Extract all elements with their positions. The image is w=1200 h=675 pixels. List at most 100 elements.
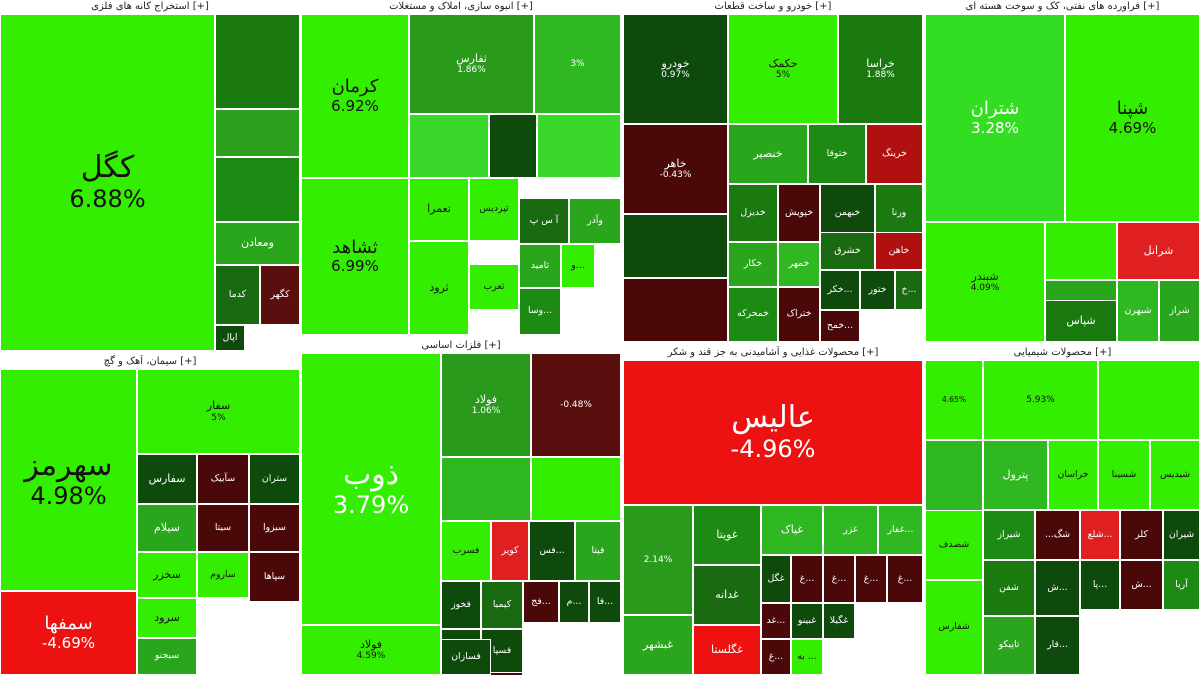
stock-tile[interactable]: شلع... (1080, 510, 1120, 560)
stock-tile[interactable]: شصدف (925, 510, 983, 580)
stock-tile[interactable]: تعمرا (409, 178, 469, 241)
stock-tile[interactable]: اپال (215, 325, 245, 351)
stock-tile[interactable]: فا... (589, 581, 621, 623)
stock-tile[interactable]: شپاس (1045, 300, 1117, 342)
sector-title[interactable]: انبوه سازی، املاک و مستغلات [+] (301, 0, 621, 15)
stock-tile[interactable]: آریا (1163, 560, 1200, 610)
stock-tile[interactable]: پترول (983, 440, 1048, 510)
stock-tile[interactable]: خنصیر (728, 124, 808, 184)
stock-tile[interactable]: پا... (1080, 560, 1120, 610)
stock-tile[interactable]: کلر (1120, 510, 1163, 560)
stock-tile[interactable]: ثپردیس (469, 178, 519, 241)
stock-tile[interactable]: -0.48% (531, 353, 621, 457)
stock-tile[interactable]: کگل 6.88% (0, 14, 215, 351)
stock-tile[interactable]: شبندر 4.09% (925, 222, 1045, 342)
stock-tile[interactable]: کویر (491, 521, 529, 581)
stock-tile[interactable]: خ... (895, 270, 923, 310)
stock-tile[interactable]: شفن (983, 560, 1035, 616)
stock-tile[interactable]: 3% (534, 14, 621, 114)
stock-tile[interactable] (531, 457, 621, 521)
stock-tile[interactable]: ثشاهد 6.99% (301, 178, 409, 335)
stock-tile[interactable]: غبینو (791, 603, 823, 639)
stock-tile[interactable]: سمفها -4.69% (0, 591, 137, 675)
stock-tile[interactable]: ختراک (778, 287, 820, 342)
stock-tile[interactable]: سفارس (137, 454, 197, 504)
stock-tile[interactable]: سبجنو (137, 638, 197, 675)
stock-tile[interactable]: غد... (761, 603, 791, 639)
stock-tile[interactable]: ثفارس 1.86% (409, 14, 534, 114)
stock-tile[interactable]: ش... (1035, 560, 1080, 616)
stock-tile[interactable]: شفارس (925, 580, 983, 675)
stock-tile[interactable]: ثامید (519, 244, 561, 288)
stock-tile[interactable]: خاهر -0.43% (623, 124, 728, 214)
stock-tile[interactable]: ستران (249, 454, 300, 504)
sector-title[interactable]: سیمان، آهک و گچ [+] (0, 355, 300, 370)
stock-tile[interactable]: ش... (1120, 560, 1163, 610)
stock-tile[interactable]: خکر... (820, 270, 860, 310)
stock-tile[interactable]: ذوب 3.79% (301, 353, 441, 625)
stock-tile[interactable] (489, 114, 537, 178)
stock-tile[interactable]: آ س پ (519, 198, 569, 244)
stock-tile[interactable]: خراسا 1.88% (838, 14, 923, 124)
stock-tile[interactable]: سپاها (249, 552, 300, 602)
stock-tile[interactable]: وآذر (569, 198, 621, 244)
stock-tile[interactable] (215, 14, 300, 109)
stock-tile[interactable]: شیراز (983, 510, 1035, 560)
stock-tile[interactable]: ثعرب (469, 264, 519, 310)
stock-tile[interactable]: فولاد 1.06% (441, 353, 531, 457)
stock-tile[interactable]: کیمیا (481, 581, 523, 629)
stock-tile[interactable]: سبزوا (249, 504, 300, 552)
stock-tile[interactable]: خپویش (778, 184, 820, 242)
stock-tile[interactable]: غ... (887, 555, 923, 603)
stock-tile[interactable]: خاهن (875, 232, 923, 270)
stock-tile[interactable]: خدیزل (728, 184, 778, 242)
stock-tile[interactable]: غبشهر (623, 615, 693, 675)
stock-tile[interactable]: خکار (728, 242, 778, 287)
stock-tile[interactable]: تاپیکو (983, 616, 1035, 675)
stock-tile[interactable]: ...شگ (1035, 510, 1080, 560)
stock-tile[interactable]: شراز (1159, 280, 1200, 342)
stock-tile[interactable]: فس... (529, 521, 575, 581)
stock-tile[interactable]: سرود (137, 598, 197, 638)
stock-tile[interactable]: خشرق (820, 232, 875, 270)
stock-tile[interactable]: غفار... (878, 505, 923, 555)
stock-tile[interactable]: حکمک 5% (728, 14, 838, 124)
stock-tile[interactable]: خمهر (778, 242, 820, 287)
stock-tile[interactable]: سیتا (197, 504, 249, 552)
stock-tile[interactable]: فج... (523, 581, 559, 623)
stock-tile[interactable]: غگلستا (693, 625, 761, 675)
stock-tile[interactable]: سآبیک (197, 454, 249, 504)
sector-title[interactable]: فلزات اساسی [+] (301, 339, 621, 354)
stock-tile[interactable]: به ... (791, 639, 823, 675)
stock-tile[interactable]: سفار 5% (137, 369, 300, 454)
stock-tile[interactable]: ختوقا (808, 124, 866, 184)
stock-tile[interactable]: شپنا 4.69% (1065, 14, 1200, 222)
stock-tile[interactable]: شتران 3.28% (925, 14, 1065, 222)
stock-tile[interactable]: سیلام (137, 504, 197, 552)
sector-title[interactable]: فراورده های نفتی، کک و سوخت هسته ای [+] (925, 0, 1200, 15)
stock-tile[interactable]: 2.14% (623, 505, 693, 615)
stock-tile[interactable]: کرمان 6.92% (301, 14, 409, 178)
stock-tile[interactable] (215, 157, 300, 222)
stock-tile[interactable]: غزر (823, 505, 878, 555)
stock-tile[interactable]: فسرب (441, 521, 491, 581)
stock-tile[interactable]: فسازان (441, 639, 491, 675)
stock-tile[interactable]: شیدیس (1150, 440, 1200, 510)
stock-tile[interactable]: ساروم (197, 552, 249, 598)
stock-tile[interactable]: سخزر (137, 552, 197, 598)
stock-tile[interactable]: کدما (215, 265, 260, 325)
stock-tile[interactable]: ختور (860, 270, 895, 310)
stock-tile[interactable]: خمحرکه (728, 287, 778, 342)
stock-tile[interactable]: فار... (1035, 616, 1080, 675)
stock-tile[interactable] (623, 214, 728, 278)
stock-tile[interactable] (623, 278, 728, 342)
stock-tile[interactable]: شیران (1163, 510, 1200, 560)
stock-tile[interactable]: غیاک (761, 505, 823, 555)
stock-tile[interactable]: 5.93% (983, 360, 1098, 440)
stock-tile[interactable]: ثرود (409, 241, 469, 335)
stock-tile[interactable]: شرانل (1117, 222, 1200, 280)
stock-tile[interactable]: و... (561, 244, 595, 288)
stock-tile[interactable]: غویتا (693, 505, 761, 565)
stock-tile[interactable] (441, 457, 531, 521)
stock-tile[interactable] (409, 114, 489, 178)
